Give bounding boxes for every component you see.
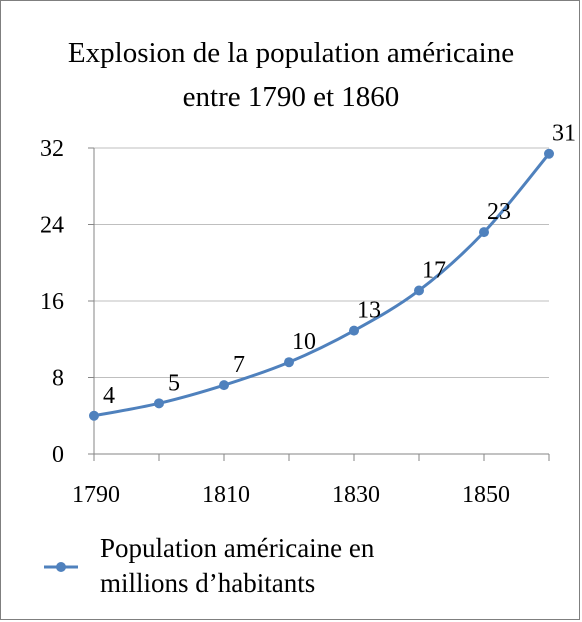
data-label-1860: 31 bbox=[552, 121, 576, 147]
series-line bbox=[93, 152, 551, 418]
x-tick-label-1850: 1850 bbox=[462, 482, 510, 508]
data-point-1820 bbox=[284, 357, 294, 368]
gridlines bbox=[94, 147, 549, 378]
data-label-1830: 13 bbox=[357, 298, 381, 324]
legend-point-marker bbox=[56, 562, 66, 572]
legend-label-line-2: millions d’habitants bbox=[100, 568, 315, 598]
y-axis-ticks: 0 8 16 24 32 bbox=[40, 136, 94, 468]
x-tick-label-1790: 1790 bbox=[72, 482, 120, 508]
data-point-1810 bbox=[219, 380, 229, 391]
y-tick-label-8: 8 bbox=[52, 366, 64, 392]
chart-title-line-1: Explosion de la population américaine bbox=[68, 37, 514, 69]
data-label-1820: 10 bbox=[292, 329, 316, 355]
series-population bbox=[89, 148, 554, 421]
data-point-1800 bbox=[154, 398, 164, 409]
data-point-1830 bbox=[349, 325, 359, 336]
data-label-1790: 4 bbox=[103, 383, 115, 409]
data-label-1850: 23 bbox=[487, 199, 511, 225]
data-label-1840: 17 bbox=[422, 257, 446, 283]
data-point-1860 bbox=[544, 148, 554, 159]
data-point-1850 bbox=[479, 227, 489, 238]
x-tick-label-1810: 1810 bbox=[202, 482, 250, 508]
y-tick-label-32: 32 bbox=[40, 136, 64, 162]
y-tick-label-0: 0 bbox=[52, 442, 64, 468]
data-label-1810: 7 bbox=[233, 352, 245, 378]
data-point-1840 bbox=[414, 285, 424, 296]
legend: Population américaine en millions d’habi… bbox=[44, 533, 375, 598]
data-labels: 4 5 7 10 13 17 23 31 bbox=[103, 121, 576, 409]
data-point-1790 bbox=[89, 410, 99, 421]
y-tick-label-24: 24 bbox=[40, 213, 64, 239]
chart-title-line-2: entre 1790 et 1860 bbox=[183, 81, 400, 113]
y-tick-label-16: 16 bbox=[40, 289, 64, 315]
legend-label-line-1: Population américaine en bbox=[100, 533, 375, 563]
x-axis-ticks: 1790 1810 1830 1850 bbox=[72, 454, 550, 508]
data-label-1800: 5 bbox=[168, 370, 180, 396]
x-tick-label-1830: 1830 bbox=[332, 482, 380, 508]
